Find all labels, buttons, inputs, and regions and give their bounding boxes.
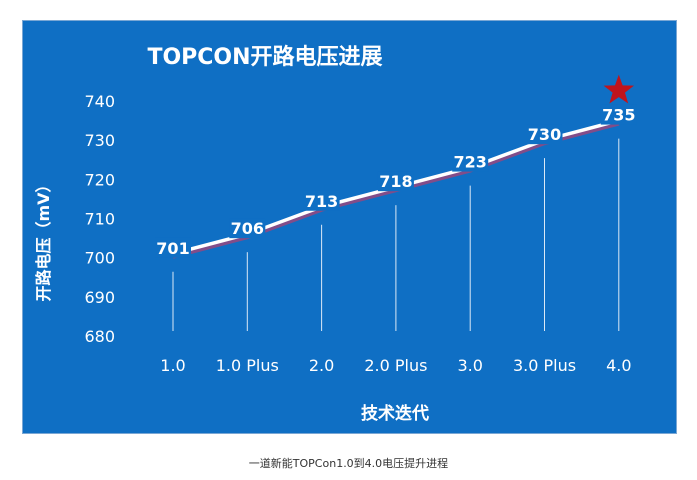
- data-label-bg: [526, 124, 563, 145]
- x-tick-label: 1.0: [160, 356, 185, 375]
- data-label-bg: [377, 171, 414, 192]
- y-tick-label: 730: [84, 131, 115, 150]
- drop-lines: [172, 138, 620, 331]
- chart-area: TOPCON开路电压进展 开路电压（mV） 技术迭代 680 690 700 710 7…: [34, 44, 637, 424]
- image-caption: 一道新能TOPCon1.0到4.0电压提升进程: [248, 457, 449, 470]
- y-tick-label: 710: [84, 210, 115, 229]
- data-label-bg: [452, 151, 489, 172]
- data-label: 730: [528, 125, 561, 144]
- data-label-bg: [155, 237, 191, 258]
- chart-title: TOPCON开路电压进展: [147, 44, 382, 70]
- data-label: 723: [453, 153, 486, 172]
- y-axis-label: 开路电压（mV）: [34, 176, 53, 301]
- data-label: 718: [379, 172, 412, 191]
- data-labels: 701 706 713 718 723 730 735: [155, 104, 637, 258]
- x-axis-ticks: 1.0 1.0 Plus 2.0 2.0 Plus 3.0 3.0 Plus 4.0: [160, 356, 631, 375]
- data-label-bg: [229, 218, 266, 239]
- data-label: 706: [231, 219, 264, 238]
- x-tick-label: 3.0 Plus: [513, 356, 576, 375]
- data-label-bg: [303, 190, 340, 211]
- data-label-bg: [600, 104, 637, 125]
- y-tick-label: 720: [84, 170, 115, 189]
- x-tick-label: 1.0 Plus: [216, 356, 279, 375]
- x-tick-label: 2.0: [309, 356, 334, 375]
- chart-panel: TOPCON开路电压进展 开路电压（mV） 技术迭代 680 690 700 710 7…: [22, 20, 677, 434]
- y-tick-label: 740: [84, 92, 115, 111]
- x-tick-label: 3.0: [457, 356, 482, 375]
- highlight-group: [603, 74, 635, 104]
- x-tick-label: 2.0 Plus: [364, 356, 427, 375]
- y-tick-label: 690: [84, 288, 115, 307]
- data-label: 701: [156, 239, 189, 258]
- y-axis-ticks: 680 690 700 710 720 730 740: [84, 92, 115, 346]
- y-tick-label: 680: [84, 327, 115, 346]
- data-label: 713: [305, 192, 338, 211]
- y-tick-label: 700: [84, 249, 115, 268]
- x-tick-label: 4.0: [606, 356, 631, 375]
- data-label: 735: [602, 106, 635, 125]
- x-axis-label: 技术迭代: [361, 403, 429, 424]
- star-icon: [603, 74, 635, 104]
